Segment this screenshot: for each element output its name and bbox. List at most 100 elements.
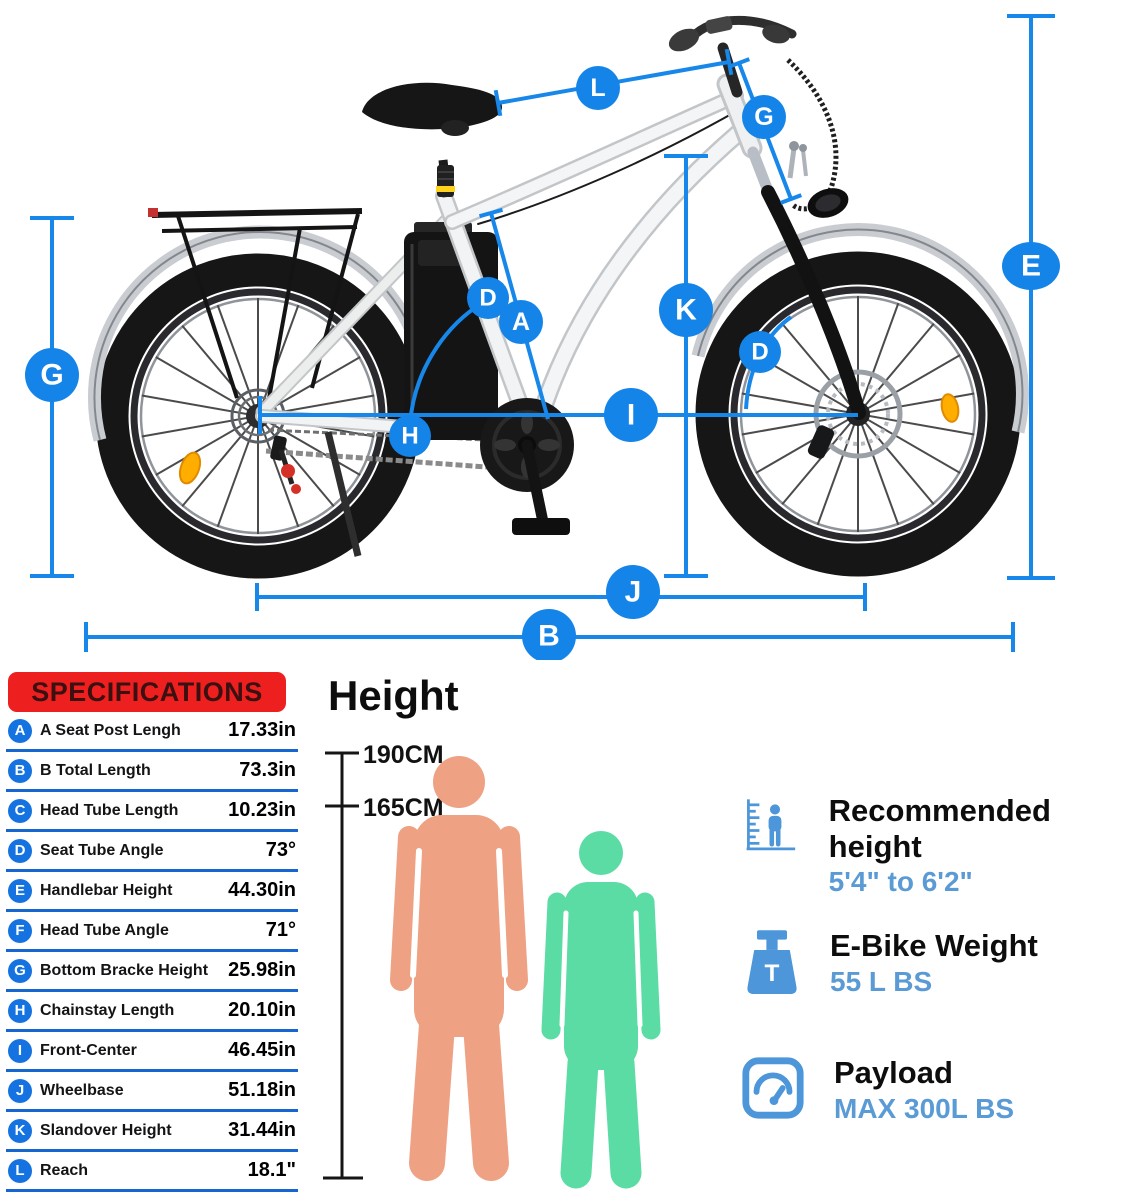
- kickstand: [324, 431, 362, 557]
- crankset: [480, 398, 574, 535]
- marker-d-fork: D: [751, 339, 768, 366]
- spec-value: 20.10in: [228, 999, 296, 1021]
- spec-value: 73°: [265, 839, 296, 861]
- spec-label: Chainstay Length: [40, 1001, 175, 1019]
- handlebar-assembly: [668, 15, 839, 212]
- spec-letter-badge: E: [8, 878, 32, 903]
- spec-row: L Reach 18.1": [6, 1152, 298, 1192]
- saddle-assembly: [362, 82, 502, 198]
- marker-k: K: [675, 294, 697, 327]
- top-tube: [446, 90, 742, 228]
- measurement-lines: [30, 14, 1055, 652]
- payload-title: Payload: [834, 1055, 953, 1090]
- brake-cable: [477, 107, 743, 225]
- spec-label: A Seat Post Lengh: [40, 721, 181, 739]
- crank-arm: [521, 439, 549, 528]
- brake-caliper: [807, 425, 835, 459]
- payload-value: MAX 300L BS: [834, 1092, 1014, 1124]
- height-scale: [323, 751, 363, 1180]
- spec-row: E Handlebar Height 44.30in: [6, 872, 298, 912]
- payload-item: Payload MAX 300L BS: [740, 1055, 1014, 1125]
- cable-coil: [786, 58, 839, 212]
- spec-row: H Chainstay Length 20.10in: [6, 992, 298, 1032]
- spec-letter-badge: H: [8, 998, 32, 1023]
- spec-value: 18.1": [247, 1159, 296, 1181]
- spec-value: 51.18in: [228, 1079, 296, 1101]
- marker-l: L: [590, 74, 605, 102]
- marker-g-left: G: [40, 359, 63, 392]
- spec-row: B B Total Length 73.3in: [6, 752, 298, 792]
- saddle: [362, 82, 502, 130]
- marker-j: J: [625, 576, 642, 609]
- spec-row: K Slandover Height 31.44in: [6, 1112, 298, 1152]
- spec-row: J Wheelbase 51.18in: [6, 1072, 298, 1112]
- spec-value: 73.3in: [239, 759, 296, 781]
- ebike-weight-value: 55 L BS: [830, 965, 933, 997]
- spec-letter-badge: C: [8, 798, 32, 823]
- tail-light: [148, 208, 158, 217]
- spec-label: Bottom Bracke Height: [40, 961, 209, 979]
- spec-row: G Bottom Bracke Height 25.98in: [6, 952, 298, 992]
- specifications-panel: SPECIFICATIONS A A Seat Post Lengh 17.33…: [6, 672, 298, 1192]
- spec-letter-badge: B: [8, 758, 32, 783]
- spec-value: 17.33in: [228, 719, 296, 741]
- spec-value: 71°: [265, 919, 296, 941]
- tick-label-190cm: 190CM: [363, 741, 444, 769]
- pedal: [512, 518, 570, 535]
- height-ruler-icon: [746, 799, 796, 851]
- marker-d-seat: D: [479, 285, 496, 312]
- right-grip: [762, 24, 790, 44]
- front-reflector: [940, 393, 960, 423]
- weight-icon: T: [747, 930, 797, 994]
- height-comparison-figure: 190CM 165CM: [323, 741, 661, 1189]
- headlight: [807, 188, 849, 218]
- payload-scale-icon: [742, 1057, 804, 1119]
- recommended-height-value: 5'4" to 6'2": [828, 866, 973, 898]
- marker-h: H: [401, 423, 418, 450]
- marker-g-right: G: [754, 103, 773, 131]
- spec-value: 44.30in: [228, 879, 296, 901]
- spec-row: A A Seat Post Lengh 17.33in: [6, 712, 298, 752]
- spec-label: Wheelbase: [40, 1081, 124, 1099]
- spec-value: 46.45in: [228, 1039, 296, 1061]
- bike-dimension-diagram: G E K I J B L G A D D H: [25, 14, 1060, 660]
- specifications-header: SPECIFICATIONS: [8, 672, 286, 712]
- person-short-figure: [541, 831, 661, 1189]
- seat-angle-arc: [408, 305, 478, 425]
- spec-label: Slandover Height: [40, 1121, 172, 1139]
- spec-label: Handlebar Height: [40, 881, 173, 899]
- spec-letter-badge: L: [8, 1158, 32, 1183]
- display-console: [705, 16, 733, 34]
- head-tube: [719, 76, 760, 156]
- spec-value: 10.23in: [228, 799, 296, 821]
- ebike-weight-item: T E-Bike Weight 55 L BS: [742, 928, 1038, 1000]
- seatpost-band: [436, 186, 455, 192]
- spec-letter-badge: F: [8, 918, 32, 943]
- height-section-title: Height: [328, 672, 459, 719]
- drivetrain: [265, 428, 515, 557]
- spec-letter-badge: G: [8, 958, 32, 983]
- weight-icon-letter: T: [765, 960, 780, 987]
- spec-label: Head Tube Angle: [40, 921, 169, 939]
- spec-value: 31.44in: [228, 1119, 296, 1141]
- front-fork: [747, 146, 866, 420]
- spec-letter-badge: D: [8, 838, 32, 863]
- rear-reflector: [178, 451, 202, 485]
- spec-row: D Seat Tube Angle 73°: [6, 832, 298, 872]
- spec-row: I Front-Center 46.45in: [6, 1032, 298, 1072]
- ebike-weight-title: E-Bike Weight: [830, 928, 1038, 963]
- spec-label: Head Tube Length: [40, 801, 179, 819]
- measure-markers: G E K I J B L G A D D H: [25, 66, 1060, 660]
- chain: [265, 448, 515, 472]
- recommended-height-item: Recommended height 5'4" to 6'2": [742, 793, 1135, 898]
- person-tall-figure: [390, 756, 528, 1181]
- spec-letter-badge: A: [8, 718, 32, 743]
- marker-a: A: [512, 308, 530, 336]
- spec-label: B Total Length: [40, 761, 151, 779]
- recommended-height-title: Recommended height: [828, 793, 1051, 864]
- marker-b: B: [538, 620, 560, 653]
- left-grip: [668, 28, 700, 52]
- down-tube: [531, 123, 749, 432]
- spec-letter-badge: K: [8, 1118, 32, 1143]
